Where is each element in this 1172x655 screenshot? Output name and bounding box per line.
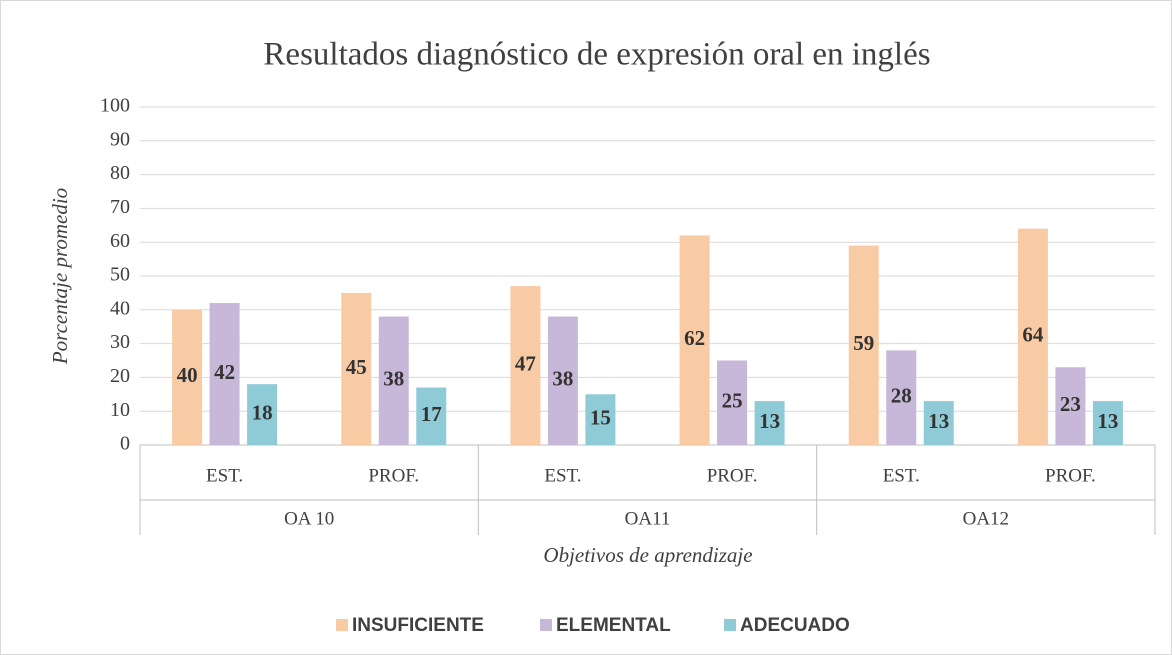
bar [510,286,541,445]
x-tick-label: PROF. [368,465,419,486]
legend-label: ELEMENTAL [556,615,671,636]
chart-title: Resultados diagnóstico de expresión oral… [263,37,930,73]
bar [1092,401,1123,445]
data-label: 17 [421,402,442,426]
bar [341,292,372,445]
data-label: 42 [214,360,235,384]
data-label: 45 [346,355,367,379]
bar [416,387,447,445]
x-tick-label: EST. [206,465,243,486]
legend-swatch [336,619,348,631]
x-tick-label: EST. [883,465,920,486]
bar [378,316,409,445]
data-label: 23 [1060,392,1081,416]
y-tick-label: 10 [110,399,130,421]
data-label: 64 [1022,323,1044,347]
bar [585,394,616,445]
y-tick-label: 20 [110,365,130,387]
bar [717,360,748,445]
bar [679,235,710,445]
data-label: 25 [722,389,743,413]
data-label: 15 [590,405,611,429]
bar [1017,228,1048,445]
bar [754,401,785,445]
data-label: 13 [928,409,949,433]
y-tick-label: 70 [110,196,130,218]
group-label: OA 10 [284,508,334,529]
y-tick-label: 30 [110,331,130,353]
data-label: 47 [515,351,536,375]
bar [209,303,240,445]
y-tick-label: 40 [110,297,130,319]
data-label: 38 [552,367,573,391]
bar [172,309,203,445]
bar [923,401,954,445]
bar [247,384,278,445]
data-label: 40 [177,363,198,387]
data-label: 13 [1097,409,1118,433]
data-label: 62 [684,326,705,350]
data-label: 38 [383,367,404,391]
y-tick-label: 100 [100,95,130,117]
data-label: 18 [252,400,273,424]
y-tick-label: 50 [110,264,130,286]
bar [886,350,917,445]
legend-label: INSUFICIENTE [352,615,484,636]
y-axis-title: Porcentaje promedio [48,188,72,365]
y-tick-label: 60 [110,230,130,252]
x-tick-label: PROF. [1045,465,1096,486]
legend-swatch [540,619,552,631]
data-label: 59 [853,331,874,355]
x-tick-label: EST. [544,465,581,486]
data-label: 28 [891,383,912,407]
legend-swatch [724,619,736,631]
bar [1055,367,1086,445]
y-tick-label: 80 [110,162,130,184]
group-label: OA11 [625,508,671,529]
x-tick-label: PROF. [707,465,758,486]
bar [848,245,879,445]
data-label: 13 [759,409,780,433]
group-label: OA12 [963,508,1009,529]
y-tick-label: 90 [110,128,130,150]
x-axis-title: Objetivos de aprendizaje [543,543,752,567]
bar [547,316,578,445]
legend-label: ADECUADO [740,615,850,636]
y-tick-label: 0 [120,433,130,455]
